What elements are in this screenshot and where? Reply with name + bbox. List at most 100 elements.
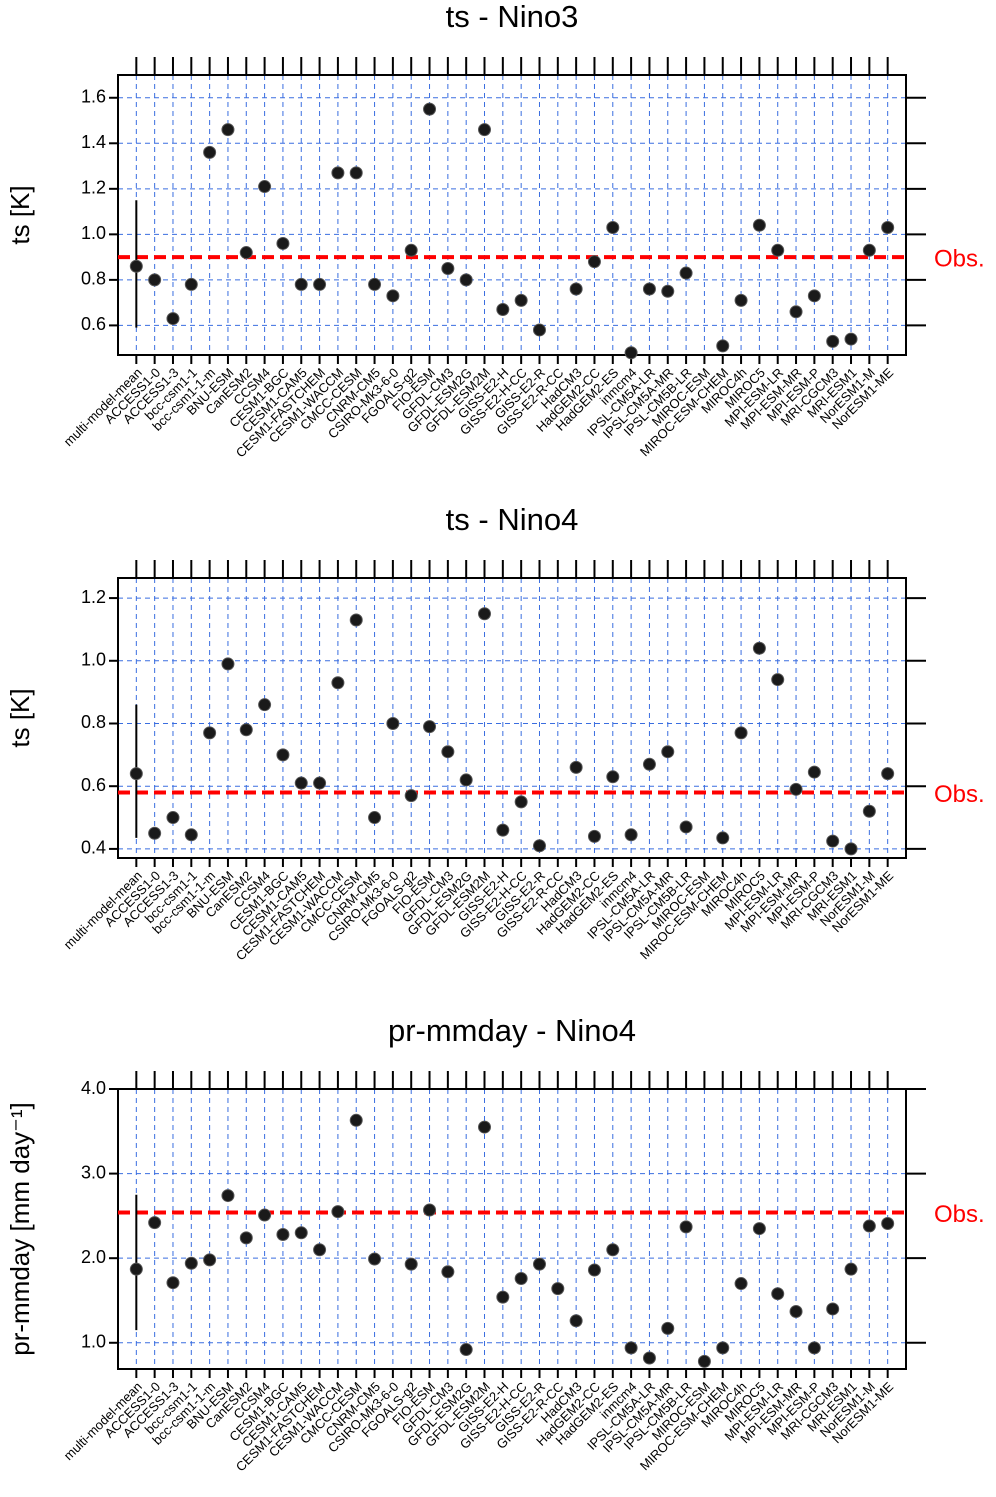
point [642, 282, 656, 296]
point [423, 720, 437, 734]
point [349, 1113, 363, 1127]
point [661, 1321, 675, 1335]
point [221, 657, 235, 671]
point [349, 166, 363, 180]
point [239, 246, 253, 260]
y-tick-label: 0.6 [81, 314, 106, 334]
chart-title: ts - Nino4 [446, 502, 579, 537]
obs-label: Obs. [934, 1201, 985, 1228]
point [294, 1226, 308, 1240]
y-tick-label: 0.8 [81, 269, 106, 289]
point [716, 1341, 730, 1355]
point [441, 1265, 455, 1279]
y-axis-label: ts [K] [5, 688, 35, 747]
point [404, 789, 418, 803]
point [606, 770, 620, 784]
point [258, 698, 272, 712]
point [624, 1341, 638, 1355]
point [423, 102, 437, 116]
point [679, 266, 693, 280]
point [532, 839, 546, 853]
point [881, 221, 895, 235]
y-tick-label: 0.4 [81, 838, 106, 858]
point [752, 218, 766, 232]
point [368, 811, 382, 825]
point [587, 829, 601, 843]
point [807, 1341, 821, 1355]
point [514, 795, 528, 809]
point [166, 811, 180, 825]
point [697, 1354, 711, 1368]
point [221, 123, 235, 137]
point [148, 826, 162, 840]
point [331, 166, 345, 180]
point [478, 607, 492, 621]
point [239, 1231, 253, 1245]
chart-title: pr-mmday - Nino4 [388, 1013, 636, 1048]
point [569, 282, 583, 296]
point [203, 145, 217, 159]
y-tick-label: 4.0 [81, 1078, 106, 1098]
y-tick-label: 0.6 [81, 775, 106, 795]
point [166, 1276, 180, 1290]
point [386, 289, 400, 303]
point [294, 776, 308, 790]
y-tick-label: 1.2 [81, 178, 106, 198]
point [716, 339, 730, 353]
point [478, 1120, 492, 1134]
y-tick-label: 1.6 [81, 87, 106, 107]
point [862, 243, 876, 257]
plot-frame [117, 1088, 907, 1370]
y-axis-label: pr-mmday [mm day⁻¹] [5, 1102, 35, 1356]
y-tick-label: 0.8 [81, 712, 106, 732]
point [276, 748, 290, 762]
point [642, 757, 656, 771]
point [239, 723, 253, 737]
y-tick-label: 1.4 [81, 132, 106, 152]
obs-label: Obs. [934, 781, 985, 808]
point [661, 284, 675, 298]
point [203, 726, 217, 740]
point [496, 302, 510, 316]
point [789, 782, 803, 796]
point [734, 726, 748, 740]
point [862, 804, 876, 818]
point [734, 1277, 748, 1291]
point [386, 716, 400, 730]
point [166, 312, 180, 326]
point [789, 305, 803, 319]
y-tick-label: 3.0 [81, 1162, 106, 1182]
point [184, 828, 198, 842]
point [881, 767, 895, 781]
point [752, 641, 766, 655]
point [532, 323, 546, 337]
point [844, 332, 858, 346]
point [826, 1302, 840, 1316]
point [807, 289, 821, 303]
point [184, 277, 198, 291]
point [496, 1290, 510, 1304]
point [844, 842, 858, 856]
point [129, 259, 143, 273]
y-tick-label: 1.0 [81, 1332, 106, 1352]
point [624, 828, 638, 842]
point [569, 1314, 583, 1328]
point [551, 1282, 565, 1296]
point [807, 765, 821, 779]
point [679, 1220, 693, 1234]
chart-title: ts - Nino3 [446, 0, 579, 34]
y-tick-label: 1.0 [81, 650, 106, 670]
point [441, 745, 455, 759]
point [789, 1304, 803, 1318]
point [459, 273, 473, 287]
y-tick-label: 1.2 [81, 587, 106, 607]
point [478, 123, 492, 137]
point [771, 673, 785, 687]
point [532, 1257, 546, 1271]
point [514, 293, 528, 307]
point [881, 1217, 895, 1231]
point [514, 1271, 528, 1285]
point [331, 1205, 345, 1219]
point [826, 334, 840, 348]
